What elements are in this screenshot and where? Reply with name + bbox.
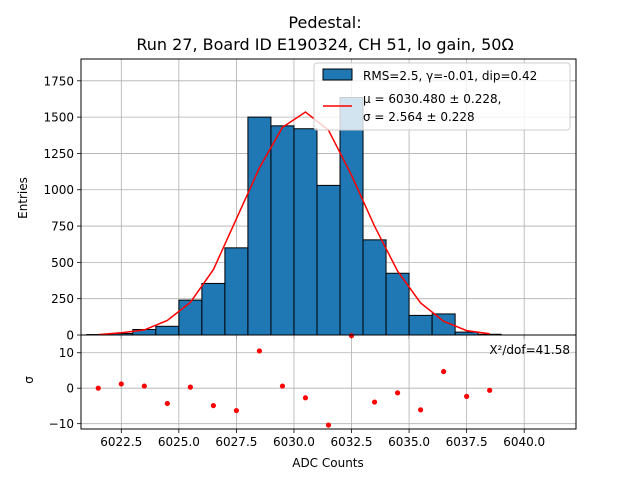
residual-point xyxy=(325,422,332,428)
residuals-y-tick-label: 0 xyxy=(66,382,74,396)
residuals-x-ticks: 6022.5 6025.0 6027.5 6030.0 6032.5 6035.0 6037… xyxy=(100,429,545,449)
main-y-tick-label: 1250 xyxy=(43,147,74,161)
main-y-tick-label: 500 xyxy=(51,256,74,270)
legend: RMS=2.5, γ=-0.01, dip=0.42 μ = 6030.480 … xyxy=(313,62,571,131)
histogram-bar xyxy=(224,247,249,336)
x-tick-label: 6032.5 xyxy=(331,435,373,449)
x-tick-label: 6040.0 xyxy=(503,435,545,449)
residual-point xyxy=(487,387,493,393)
legend-histogram-swatch xyxy=(322,68,353,81)
histogram-bars xyxy=(86,96,502,336)
residuals-panel: −10 0 10 6022.5 6025.0 6027.5 6030.0 6032.5 603… xyxy=(49,333,577,449)
chart-title-line1: Pedestal: xyxy=(288,13,361,32)
residual-point xyxy=(118,381,124,387)
residual-point xyxy=(394,390,401,396)
main-y-tick-label: 0 xyxy=(66,329,74,343)
residual-point xyxy=(141,383,147,389)
residual-points xyxy=(95,333,493,428)
histogram-bar xyxy=(408,314,433,336)
main-y-tick-label: 1750 xyxy=(43,74,74,88)
residuals-grid xyxy=(81,335,576,429)
x-tick-label: 6027.5 xyxy=(215,435,257,449)
residual-point xyxy=(302,395,309,401)
legend-fit-label-line2: σ = 2.564 ± 0.228 xyxy=(363,110,475,124)
histogram-bar xyxy=(339,96,364,336)
histogram-bar xyxy=(247,116,272,336)
legend-fit-label-line1: μ = 6030.480 ± 0.228, xyxy=(363,92,501,106)
residual-point xyxy=(233,407,240,414)
main-y-tick-label: 1000 xyxy=(43,183,74,197)
histogram-bar xyxy=(293,128,318,336)
residual-point xyxy=(371,399,378,405)
x-tick-label: 6037.5 xyxy=(446,435,488,449)
residual-point xyxy=(417,407,424,413)
main-y-ticks: 0 250 500 750 1000 1250 1500 1750 xyxy=(43,74,81,343)
residual-point xyxy=(464,393,470,399)
histogram-bar xyxy=(201,282,226,336)
residuals-y-axis-label: σ xyxy=(22,376,36,384)
fit-curve xyxy=(98,111,490,336)
legend-frame xyxy=(313,62,571,131)
legend-histogram-label: RMS=2.5, γ=-0.01, dip=0.42 xyxy=(363,69,537,83)
main-y-tick-label: 750 xyxy=(51,220,74,234)
residual-point xyxy=(210,402,216,409)
histogram-bar xyxy=(270,125,295,336)
residuals-y-tick-label: 10 xyxy=(59,346,74,360)
residuals-annotation: X²/dof=41.58 xyxy=(489,343,570,357)
histogram-bar xyxy=(362,239,387,336)
residuals-axes-frame xyxy=(80,334,577,430)
residuals-y-ticks: −10 0 10 xyxy=(49,346,81,431)
residual-point xyxy=(279,383,286,389)
residuals-y-tick-label: −10 xyxy=(49,417,74,431)
x-axis-label: ADC Counts xyxy=(292,456,364,470)
residual-point xyxy=(164,400,170,407)
residual-point xyxy=(95,385,101,391)
residual-point xyxy=(187,384,193,390)
main-x-ticks xyxy=(120,335,525,339)
residual-point xyxy=(256,348,263,354)
x-tick-label: 6035.0 xyxy=(388,435,430,449)
residual-point xyxy=(441,368,447,375)
x-tick-label: 6025.0 xyxy=(158,435,200,449)
x-tick-label: 6030.0 xyxy=(273,435,315,449)
histogram-bar xyxy=(155,325,180,336)
histogram-bar xyxy=(178,299,203,336)
x-tick-label: 6022.5 xyxy=(100,435,142,449)
residual-point xyxy=(348,333,355,339)
main-y-axis-label: Entries xyxy=(16,177,30,219)
main-y-tick-label: 250 xyxy=(51,292,74,306)
main-y-tick-label: 1500 xyxy=(43,111,74,125)
histogram-bar xyxy=(316,184,341,336)
histogram-panel: 0 250 500 750 1000 1250 1500 1750 xyxy=(43,58,577,343)
chart-title-line2: Run 27, Board ID E190324, CH 51, lo gain… xyxy=(136,35,513,54)
